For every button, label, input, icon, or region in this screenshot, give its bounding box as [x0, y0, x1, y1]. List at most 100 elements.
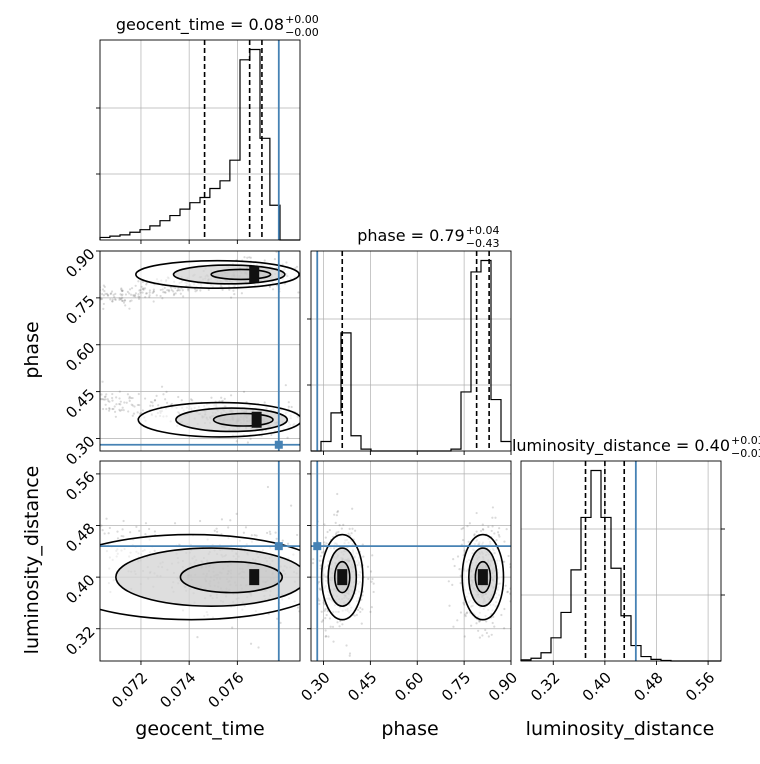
sample-point: [371, 554, 374, 557]
sample-point: [139, 288, 142, 292]
sample-point: [332, 640, 335, 643]
sample-point: [131, 414, 134, 417]
sample-point: [100, 397, 103, 401]
sample-point: [163, 291, 166, 294]
sample-point: [152, 300, 155, 303]
sample-point: [320, 620, 323, 623]
panel-frame-phase-vs-geocent_time: [99, 250, 301, 452]
sample-point: [105, 393, 108, 396]
sample-point: [177, 287, 180, 290]
x-tick-label: 0.45: [344, 669, 380, 705]
sample-point: [370, 606, 373, 609]
sample-point: [322, 601, 325, 604]
sample-point: [497, 533, 500, 536]
sample-point: [121, 296, 124, 299]
sample-point: [130, 403, 133, 406]
sample-point: [331, 625, 335, 628]
sample-point: [172, 290, 175, 293]
sample-point: [478, 620, 481, 623]
sample-point: [104, 398, 107, 401]
sample-point: [326, 609, 329, 613]
sample-point: [141, 291, 144, 294]
sample-point: [148, 289, 152, 292]
sample-point: [153, 399, 157, 402]
sample-point: [145, 292, 148, 295]
sample-point: [498, 527, 501, 530]
sample-point: [111, 399, 114, 402]
sample-point: [113, 410, 117, 413]
density-peak: [477, 569, 488, 586]
sample-point: [90, 409, 92, 411]
sample-point: [102, 307, 105, 310]
sample-point: [491, 506, 495, 509]
sample-point: [351, 507, 354, 510]
sample-point: [462, 527, 465, 530]
sample-point: [263, 259, 266, 262]
sample-point: [513, 652, 515, 654]
sample-point: [167, 290, 171, 293]
sample-point: [148, 527, 151, 531]
sample-point: [494, 516, 497, 519]
sample-point: [119, 403, 122, 406]
sample-point: [104, 403, 107, 406]
sample-point: [138, 403, 141, 407]
histogram-phase-marginal: [311, 259, 512, 452]
x-tick-label: 0.40: [579, 669, 615, 705]
sample-point: [296, 533, 299, 537]
sample-point: [141, 287, 144, 291]
sample-point: [231, 626, 234, 629]
x-tick-label: 0.90: [485, 669, 521, 705]
sample-point: [350, 532, 353, 535]
sample-point: [484, 628, 487, 632]
sample-point: [95, 408, 97, 410]
sample-point: [463, 603, 466, 606]
sample-point: [176, 289, 179, 292]
sample-point: [164, 398, 167, 401]
sample-point: [220, 396, 223, 399]
histogram-geocent_time-marginal: [99, 48, 300, 241]
sample-point: [452, 557, 455, 561]
sample-point: [162, 393, 165, 396]
sample-point: [323, 523, 326, 526]
sample-point: [215, 527, 218, 530]
sample-point: [137, 392, 140, 396]
sample-point: [122, 301, 126, 304]
sample-point: [503, 627, 506, 630]
sample-point: [103, 285, 106, 288]
sample-point: [284, 384, 287, 387]
sample-point: [101, 380, 104, 383]
sample-point: [113, 295, 116, 298]
sample-point: [162, 291, 165, 294]
sample-point: [223, 397, 226, 400]
sample-point: [286, 436, 289, 439]
sample-point: [177, 289, 180, 292]
x-tick-label: 0.30: [297, 669, 333, 705]
sample-point: [123, 299, 126, 302]
sample-point: [148, 294, 151, 297]
sample-point: [361, 594, 364, 597]
sample-point: [312, 558, 315, 561]
sample-point: [467, 540, 470, 543]
sample-point: [255, 534, 258, 537]
sample-point: [372, 582, 375, 585]
sample-point: [122, 409, 125, 412]
sample-point: [100, 393, 103, 396]
sample-point: [120, 534, 123, 538]
sample-point: [304, 401, 306, 403]
sample-point: [163, 286, 166, 290]
sample-point: [191, 399, 194, 402]
panel-frame-luminosity_distance-vs-phase: [310, 460, 512, 662]
sample-point: [243, 256, 246, 259]
panel-title-sup: +0.00: [285, 13, 319, 26]
sample-point: [276, 617, 279, 620]
sample-point: [248, 256, 251, 259]
sample-point: [128, 395, 131, 398]
sample-point: [275, 251, 278, 253]
sample-point: [348, 654, 351, 657]
sample-point: [149, 404, 152, 407]
sample-point: [178, 289, 181, 292]
sample-point: [515, 595, 517, 597]
sample-point: [125, 401, 128, 404]
sample-point: [155, 294, 158, 297]
histogram-luminosity_distance-marginal: [520, 469, 721, 662]
